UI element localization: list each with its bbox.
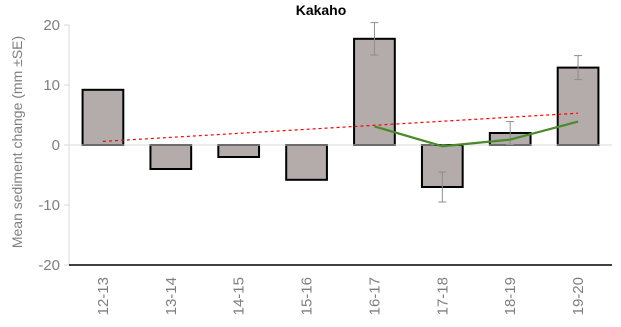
series-line — [374, 120, 579, 148]
y-axis-label: Mean sediment change (mm ±SE) — [9, 36, 25, 248]
bar-15-16 — [285, 144, 328, 181]
y-tick-label: 10 — [43, 77, 60, 94]
bar-14-15 — [217, 144, 261, 158]
x-tick-label: 19-20 — [570, 277, 587, 315]
x-tick-label: 12-13 — [95, 277, 112, 315]
x-tick-label: 15-16 — [299, 277, 316, 315]
bar-12-13 — [81, 88, 125, 147]
plot-area: -20 -10 0 10 20 12-13 13-14 14-15 15-16 16-17 17-1… — [38, 17, 612, 315]
x-tick-label: 14-15 — [231, 277, 248, 315]
bar-13-14 — [149, 144, 193, 170]
y-tick-label: 0 — [52, 137, 60, 154]
x-tick-label: 18-19 — [502, 277, 519, 315]
chart-title: Kakaho — [296, 2, 347, 18]
y-tick-label: -10 — [38, 197, 60, 214]
x-tick-label: 16-17 — [366, 277, 383, 315]
y-tick-label: -20 — [38, 257, 60, 274]
y-tick-label: 20 — [43, 17, 60, 34]
x-tick-label: 17-18 — [434, 277, 451, 315]
x-tick-label: 13-14 — [163, 277, 180, 315]
trend-line — [102, 112, 579, 142]
